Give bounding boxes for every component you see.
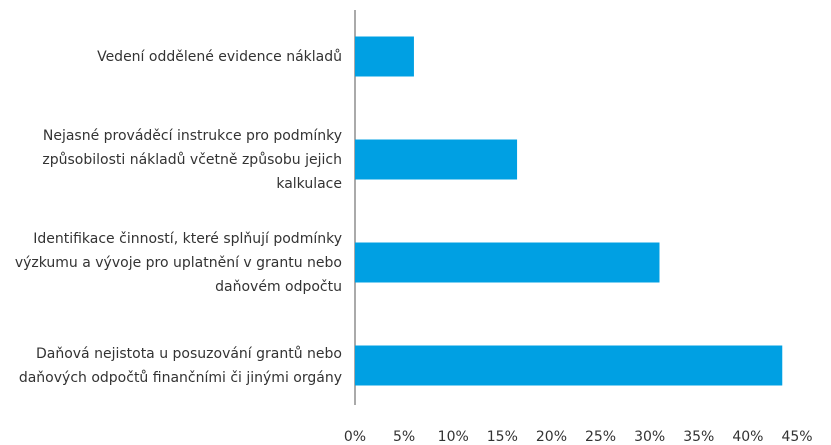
x-tick-label: 5% [393,429,415,445]
x-tick-label: 0% [344,429,366,445]
bar [355,36,414,77]
bar [355,139,518,180]
x-tick-label: 30% [634,429,665,445]
x-tick-label: 40% [732,429,763,445]
x-tick-label: 15% [487,429,518,445]
y-tick-label: Identifikace činností, které splňují pod… [14,230,342,295]
x-tick-label: 45% [781,429,812,445]
x-tick-label: 20% [536,429,567,445]
y-tick-label: Nejasné prováděcí instrukce pro podmínky… [42,127,342,192]
bar [355,345,783,386]
x-tick-label: 35% [683,429,714,445]
y-tick-label: Daňová nejistota u posuzování grantů neb… [18,345,342,386]
x-tick-label: 10% [438,429,469,445]
y-tick-label: Vedení oddělené evidence nákladů [97,48,342,65]
x-tick-label: 25% [585,429,616,445]
bar [355,242,660,283]
